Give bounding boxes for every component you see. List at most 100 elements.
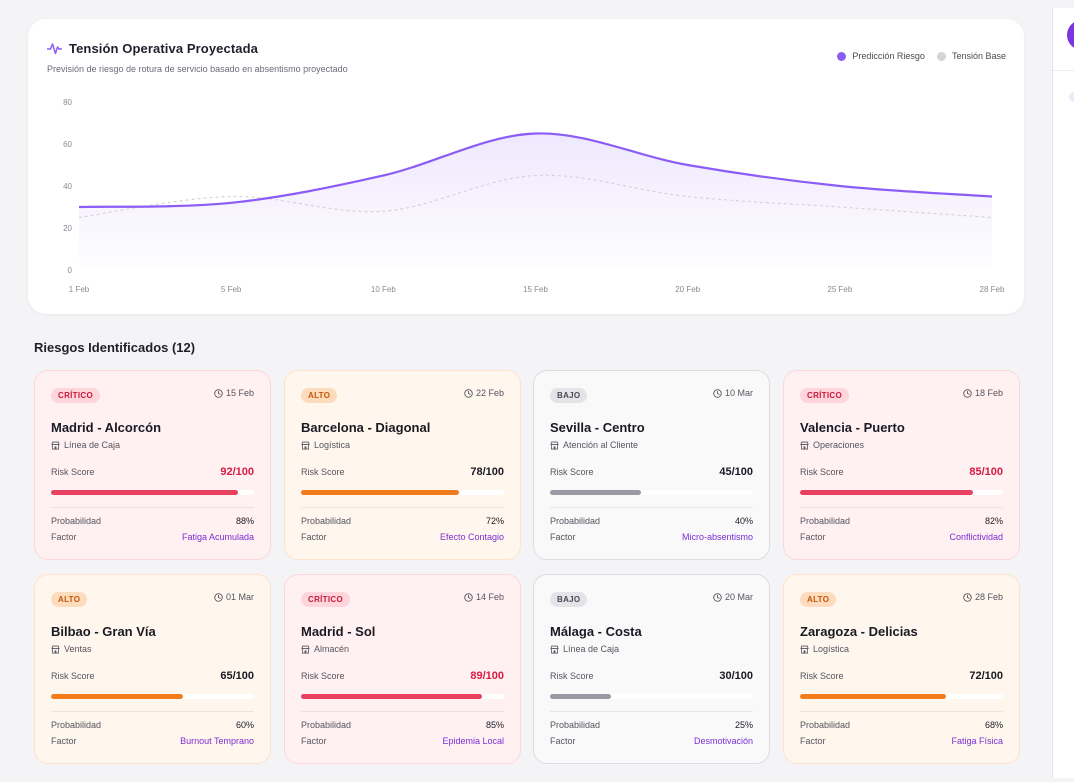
risk-level-badge: CRÍTICO [51,388,100,403]
store-icon [301,441,310,450]
clock-icon [713,388,722,398]
point-base[interactable] [837,204,843,210]
risk-date: 01 Mar [214,592,254,602]
x-tick-label: 28 Feb [980,285,1005,294]
risk-card[interactable]: ALTO 22 Feb Barcelona - Diagonal Logística R… [284,370,521,560]
risk-level-badge: CRÍTICO [800,388,849,403]
risk-card[interactable]: BAJO 20 Mar Málaga - Costa Línea de Caja Ris… [533,574,770,764]
store-icon [550,645,559,654]
risk-score-bar [301,490,504,495]
x-tick-label: 15 Feb [523,285,548,294]
legend-item-base[interactable]: Tensión Base [936,51,1006,61]
factor-label: Factor [800,736,826,746]
section-title: Riesgos Identificados (12) [34,340,196,355]
risk-score-bar-fill [51,490,238,495]
point-base[interactable] [685,194,691,200]
risk-date: 18 Feb [963,388,1003,398]
probability-label: Probabilidad [550,720,601,730]
point-prediccion[interactable] [685,162,691,168]
point-base[interactable] [533,173,539,179]
risk-level-badge: CRÍTICO [301,592,350,607]
point-prediccion[interactable] [533,131,539,137]
risk-department-text: Ventas [64,644,92,654]
y-tick-label: 20 [63,224,72,233]
point-prediccion[interactable] [989,194,995,200]
store-icon [51,645,60,654]
risk-score-value: 65/100 [220,670,254,682]
risk-date-text: 18 Feb [974,388,1003,398]
risk-score-bar-fill [550,694,611,699]
risk-date: 14 Feb [464,592,504,602]
risk-date-text: 14 Feb [475,592,504,602]
risk-score-value: 92/100 [220,466,254,478]
risk-date: 10 Mar [713,388,753,398]
clock-icon [214,388,223,398]
factor-value[interactable]: Conflictividad [949,532,1003,542]
point-base[interactable] [228,194,234,200]
point-prediccion[interactable] [837,183,843,189]
legend-label: Tensión Base [951,51,1006,61]
risk-score-label: Risk Score [301,467,345,477]
clock-icon [713,592,722,602]
legend-dot [936,51,946,61]
x-tick-label: 10 Feb [371,285,396,294]
risk-location: Madrid - Sol [301,624,376,639]
factor-value[interactable]: Desmotivación [693,736,753,746]
risk-card[interactable]: ALTO 28 Feb Zaragoza - Delicias Logística Ri… [783,574,1020,764]
point-prediccion[interactable] [228,200,234,206]
factor-label: Factor [301,532,327,542]
clock-icon [963,388,972,398]
risk-department: Atención al Cliente [550,440,638,450]
risk-score-label: Risk Score [800,671,844,681]
x-tick-label: 5 Feb [221,285,242,294]
point-base[interactable] [989,215,995,221]
legend-item-prediccion[interactable]: Predicción Riesgo [837,51,925,61]
clock-icon [214,592,223,602]
risk-date: 15 Feb [214,388,254,398]
risk-department-text: Logística [813,644,850,654]
point-prediccion[interactable] [380,173,386,179]
risk-card[interactable]: CRÍTICO 14 Feb Madrid - Sol Almacén Risk Sco… [284,574,521,764]
risk-score-value: 85/100 [969,466,1003,478]
factor-value[interactable]: Epidemia Local [442,736,504,746]
risk-card[interactable]: BAJO 10 Mar Sevilla - Centro Atención al Cl… [533,370,770,560]
risk-score-bar [51,694,254,699]
probability-label: Probabilidad [51,516,102,526]
panel-indicator [1069,92,1074,102]
risk-card[interactable]: CRÍTICO 15 Feb Madrid - Alcorcón Línea de C… [34,370,271,560]
card-divider [51,507,254,508]
risk-date-text: 28 Feb [974,592,1003,602]
y-tick-label: 60 [63,140,72,149]
risk-location: Bilbao - Gran Vía [51,624,156,639]
probability-label: Probabilidad [301,720,352,730]
factor-value[interactable]: Burnout Temprano [180,736,254,746]
point-base[interactable] [380,208,386,214]
risk-date-text: 20 Mar [724,592,753,602]
risk-department-text: Línea de Caja [64,440,121,450]
risk-card[interactable]: ALTO 01 Mar Bilbao - Gran Vía Ventas Risk Sc… [34,574,271,764]
x-tick-label: 1 Feb [69,285,90,294]
factor-value[interactable]: Fatiga Acumulada [181,532,254,542]
risk-card[interactable]: CRÍTICO 18 Feb Valencia - Puerto Operacione… [783,370,1020,560]
factor-value[interactable]: Efecto Contagio [439,532,504,542]
risk-score-bar [550,694,753,699]
risk-score-bar [51,490,254,495]
chart-header: Tensión Operativa Proyectada Previsión d… [47,41,348,74]
avatar[interactable] [1067,20,1074,50]
risk-score-bar-fill [301,694,482,699]
risk-date-text: 22 Feb [475,388,504,398]
store-icon [301,645,310,654]
risk-score-label: Risk Score [800,467,844,477]
point-base[interactable] [76,215,82,221]
factor-label: Factor [51,532,77,542]
y-tick-label: 40 [63,182,72,191]
risk-score-value: 30/100 [719,670,753,682]
factor-label: Factor [550,736,576,746]
x-tick-label: 20 Feb [675,285,700,294]
factor-value[interactable]: Micro-absentismo [681,532,753,542]
factor-value[interactable]: Fatiga Física [951,736,1003,746]
point-prediccion[interactable] [76,204,82,210]
risk-department-text: Logística [314,440,351,450]
risk-date: 28 Feb [963,592,1003,602]
activity-icon [47,43,62,55]
